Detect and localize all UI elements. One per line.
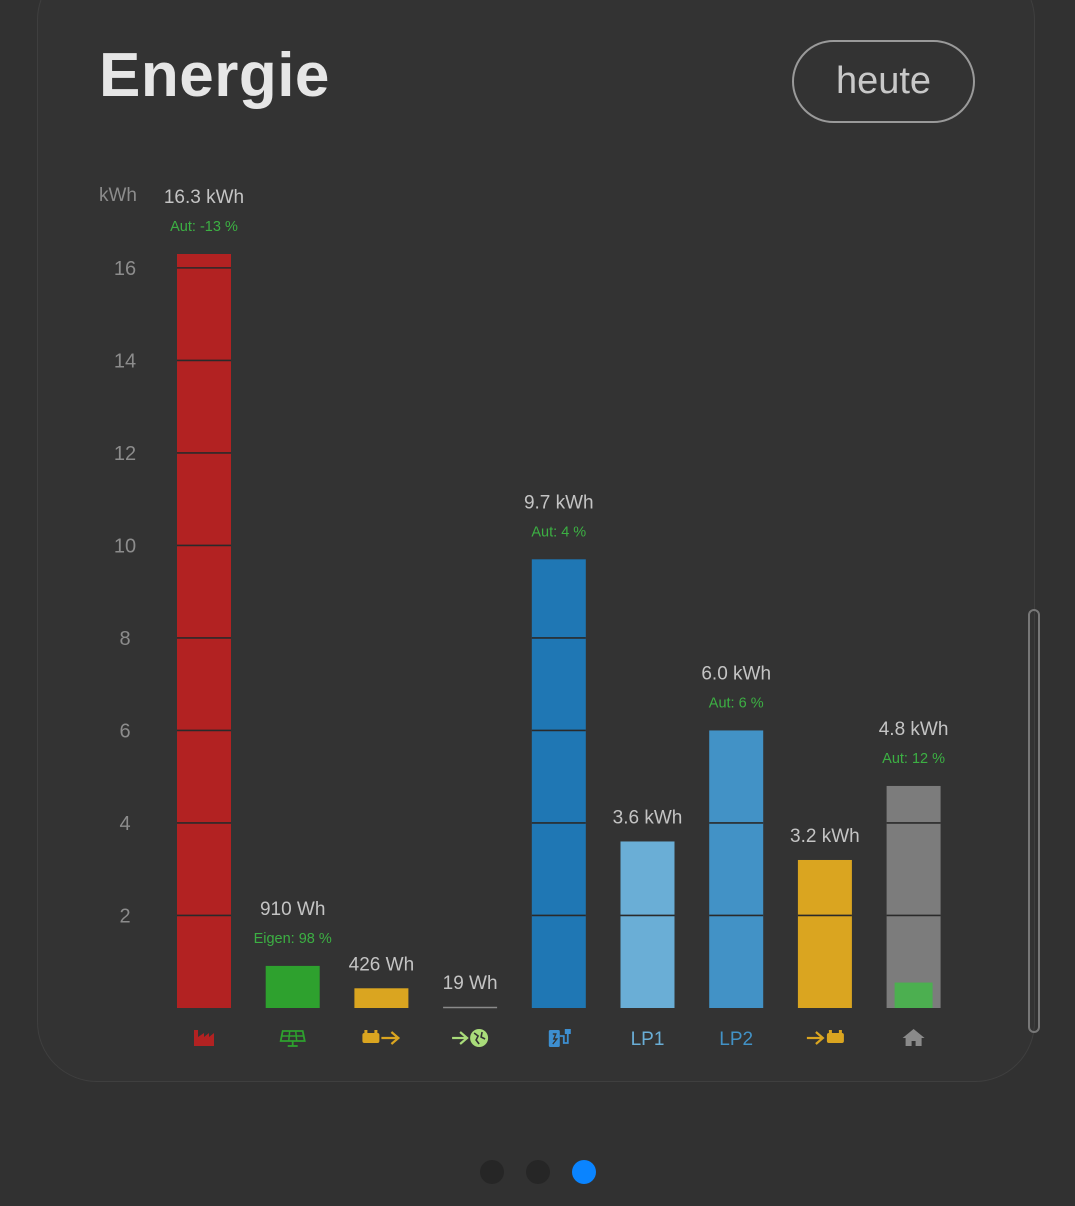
ev-charger-icon bbox=[548, 1029, 571, 1047]
data-label-grid-import: 16.3 kWh bbox=[164, 187, 244, 208]
y-tick-label: 8 bbox=[119, 628, 130, 650]
grid-export-icon bbox=[452, 1029, 489, 1047]
data-label-battery-in: 3.2 kWh bbox=[790, 826, 860, 847]
data-label-grid-export: 19 Wh bbox=[443, 973, 498, 994]
y-axis-unit-label: kWh bbox=[99, 185, 137, 206]
battery-charge-icon bbox=[806, 1030, 844, 1045]
bar-battery-out[interactable] bbox=[354, 988, 409, 1008]
period-button[interactable]: heute bbox=[792, 40, 975, 123]
solar-panel-icon bbox=[279, 1030, 306, 1047]
bar-battery-in[interactable] bbox=[797, 859, 852, 1008]
page-dot-3[interactable] bbox=[572, 1160, 596, 1184]
bar-lp1[interactable] bbox=[620, 841, 675, 1008]
bar-pv[interactable] bbox=[265, 965, 320, 1008]
data-label-charging: 9.7 kWh bbox=[524, 492, 594, 513]
y-tick-label: 4 bbox=[119, 813, 130, 835]
svg-text:LP1: LP1 bbox=[631, 1029, 665, 1050]
battery-discharge-icon bbox=[362, 1030, 401, 1045]
page-title: Energie bbox=[99, 41, 330, 110]
y-tick-label: 6 bbox=[119, 720, 130, 742]
factory-icon bbox=[194, 1030, 214, 1046]
category-label-lp2: LP2 bbox=[719, 1029, 753, 1050]
sub-label-charging: Aut: 4 % bbox=[531, 524, 586, 540]
side-handle[interactable] bbox=[1028, 609, 1040, 1033]
category-label-lp1: LP1 bbox=[631, 1029, 665, 1050]
sub-label-lp2: Aut: 6 % bbox=[709, 695, 764, 711]
bar-grid-import[interactable] bbox=[177, 254, 231, 1008]
y-tick-label: 12 bbox=[114, 443, 136, 465]
sub-label-pv: Eigen: 98 % bbox=[254, 931, 332, 947]
house-icon bbox=[902, 1029, 925, 1046]
sub-label-house: Aut: 12 % bbox=[882, 751, 945, 767]
page-indicator bbox=[480, 1160, 596, 1184]
page-dot-1[interactable] bbox=[480, 1160, 504, 1184]
sub-label-grid-import: Aut: -13 % bbox=[170, 219, 238, 235]
bar-house[interactable] bbox=[886, 785, 941, 1008]
bar-charging[interactable] bbox=[531, 559, 586, 1008]
bar-inner-house bbox=[894, 982, 933, 1008]
y-tick-label: 16 bbox=[114, 258, 136, 280]
data-label-pv: 910 Wh bbox=[260, 899, 325, 920]
y-tick-label: 2 bbox=[119, 905, 130, 927]
y-tick-label: 10 bbox=[114, 535, 136, 557]
svg-text:LP2: LP2 bbox=[719, 1029, 753, 1050]
data-label-lp1: 3.6 kWh bbox=[613, 807, 683, 828]
bar-lp2[interactable] bbox=[709, 730, 764, 1008]
y-tick-label: 14 bbox=[114, 350, 136, 372]
data-label-battery-out: 426 Wh bbox=[349, 954, 414, 975]
page-dot-2[interactable] bbox=[526, 1160, 550, 1184]
data-label-house: 4.8 kWh bbox=[879, 719, 949, 740]
data-label-lp2: 6.0 kWh bbox=[701, 663, 771, 684]
